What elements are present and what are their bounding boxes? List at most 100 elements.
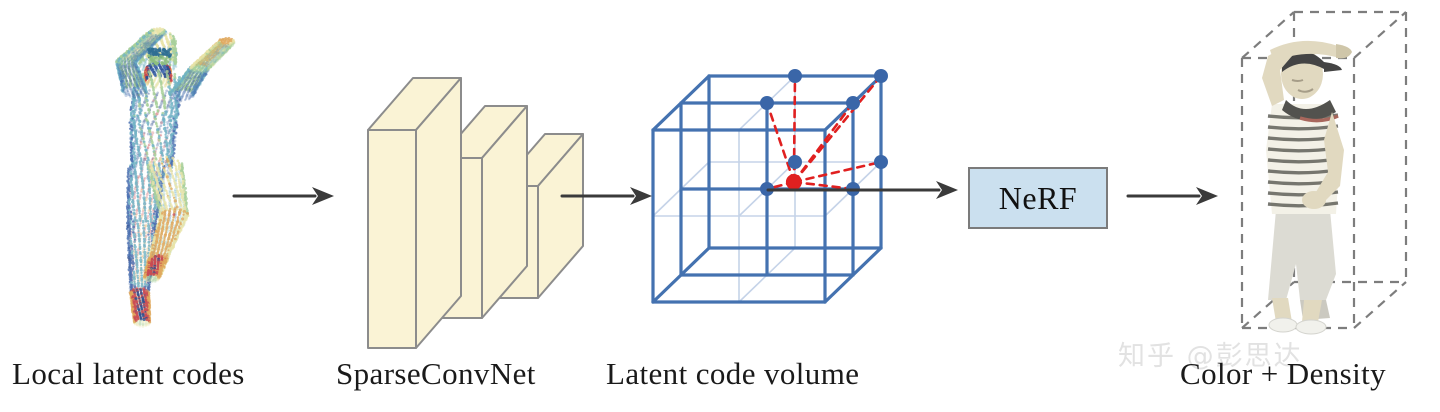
point-cloud-point: [152, 88, 155, 92]
point-cloud-point: [156, 91, 159, 95]
point-cloud-point: [163, 83, 168, 87]
point-cloud-point: [154, 84, 158, 88]
point-cloud-point: [133, 111, 137, 114]
point-cloud-point: [150, 123, 154, 127]
point-cloud-point: [147, 80, 151, 84]
point-cloud-point: [163, 107, 167, 110]
point-cloud-point: [160, 121, 163, 124]
point-cloud-point: [149, 105, 152, 109]
point-cloud-point: [143, 61, 147, 64]
point-cloud-point: [154, 76, 157, 80]
point-cloud-point: [172, 68, 175, 71]
point-cloud-point: [134, 105, 138, 109]
point-cloud-point: [174, 114, 178, 117]
point-cloud-point: [162, 77, 166, 81]
point-cloud-point: [135, 104, 139, 108]
point-cloud-point: [156, 69, 160, 73]
point-cloud-point: [173, 72, 177, 76]
point-cloud-point: [174, 101, 178, 105]
point-cloud-point: [178, 98, 182, 101]
point-cloud-point: [151, 122, 154, 125]
point-cloud-point: [141, 103, 145, 107]
point-cloud-point: [159, 124, 163, 127]
point-cloud-point: [169, 96, 172, 99]
point-cloud-point: [153, 78, 156, 81]
point-cloud-point: [139, 65, 142, 68]
point-cloud-point: [142, 63, 146, 67]
point-cloud-point: [139, 109, 143, 113]
point-cloud-point: [135, 107, 138, 110]
point-cloud-point: [174, 104, 178, 108]
point-cloud-point: [132, 107, 135, 110]
point-cloud-point: [153, 79, 156, 82]
point-cloud-point: [164, 91, 167, 95]
point-cloud-point: [169, 99, 173, 102]
point-cloud-point: [146, 81, 150, 85]
point-cloud-point: [154, 86, 157, 89]
point-cloud-point: [163, 83, 168, 87]
point-cloud-point: [145, 58, 149, 61]
point-cloud-point: [153, 92, 156, 96]
point-cloud-point: [177, 91, 181, 94]
point-cloud-point: [153, 96, 157, 99]
point-cloud-point: [159, 121, 164, 125]
point-cloud-point: [160, 99, 164, 103]
point-cloud-point: [150, 103, 154, 107]
point-cloud-point: [136, 87, 140, 90]
point-cloud-point: [151, 100, 154, 104]
point-cloud-point: [160, 101, 164, 105]
point-cloud-point: [162, 77, 166, 81]
point-cloud-point: [166, 123, 169, 126]
point-cloud-point: [168, 87, 172, 91]
point-cloud-point: [158, 126, 161, 129]
point-cloud-point: [141, 106, 144, 109]
point-cloud-point: [171, 106, 175, 110]
point-cloud-point: [155, 83, 158, 87]
point-cloud-point: [163, 102, 167, 106]
point-cloud-point: [136, 99, 139, 102]
point-cloud-point: [175, 94, 179, 98]
point-cloud-point: [175, 65, 178, 68]
point-cloud-point: [129, 108, 132, 112]
point-cloud-point: [167, 81, 171, 85]
point-cloud-point: [151, 73, 154, 77]
point-cloud-point: [160, 85, 164, 90]
point-cloud-point: [147, 78, 151, 82]
point-cloud-point: [142, 119, 146, 123]
point-cloud-point: [147, 78, 151, 82]
point-cloud-point: [170, 111, 173, 115]
point-cloud-point: [173, 110, 176, 113]
point-cloud-point: [146, 113, 149, 116]
point-cloud-point: [155, 93, 159, 97]
point-cloud-point: [155, 82, 159, 86]
point-cloud-point: [142, 120, 146, 124]
point-cloud-point: [138, 64, 141, 67]
point-cloud-point: [164, 84, 167, 88]
point-cloud-point: [163, 85, 167, 89]
point-cloud-point: [145, 83, 148, 86]
point-cloud-point: [162, 78, 166, 82]
point-cloud-point: [158, 105, 162, 109]
point-cloud-point: [145, 83, 149, 87]
point-cloud-point: [166, 126, 169, 129]
point-cloud-point: [167, 100, 171, 104]
point-cloud-point: [166, 104, 170, 108]
point-cloud-point: [172, 66, 176, 69]
point-cloud-point: [146, 82, 149, 86]
point-cloud-point: [149, 85, 153, 89]
point-cloud-point: [153, 78, 157, 81]
point-cloud-point: [159, 103, 163, 107]
point-cloud-point: [139, 91, 143, 95]
point-cloud-point: [162, 79, 165, 83]
point-cloud-point: [155, 112, 159, 116]
point-cloud-point: [144, 62, 147, 65]
point-cloud-point: [155, 105, 159, 109]
point-cloud-point: [147, 92, 151, 95]
point-cloud-point: [162, 96, 166, 100]
point-cloud-point: [161, 93, 165, 97]
point-cloud-point: [152, 120, 156, 123]
point-cloud-point: [151, 99, 155, 103]
point-cloud-point: [162, 77, 166, 82]
